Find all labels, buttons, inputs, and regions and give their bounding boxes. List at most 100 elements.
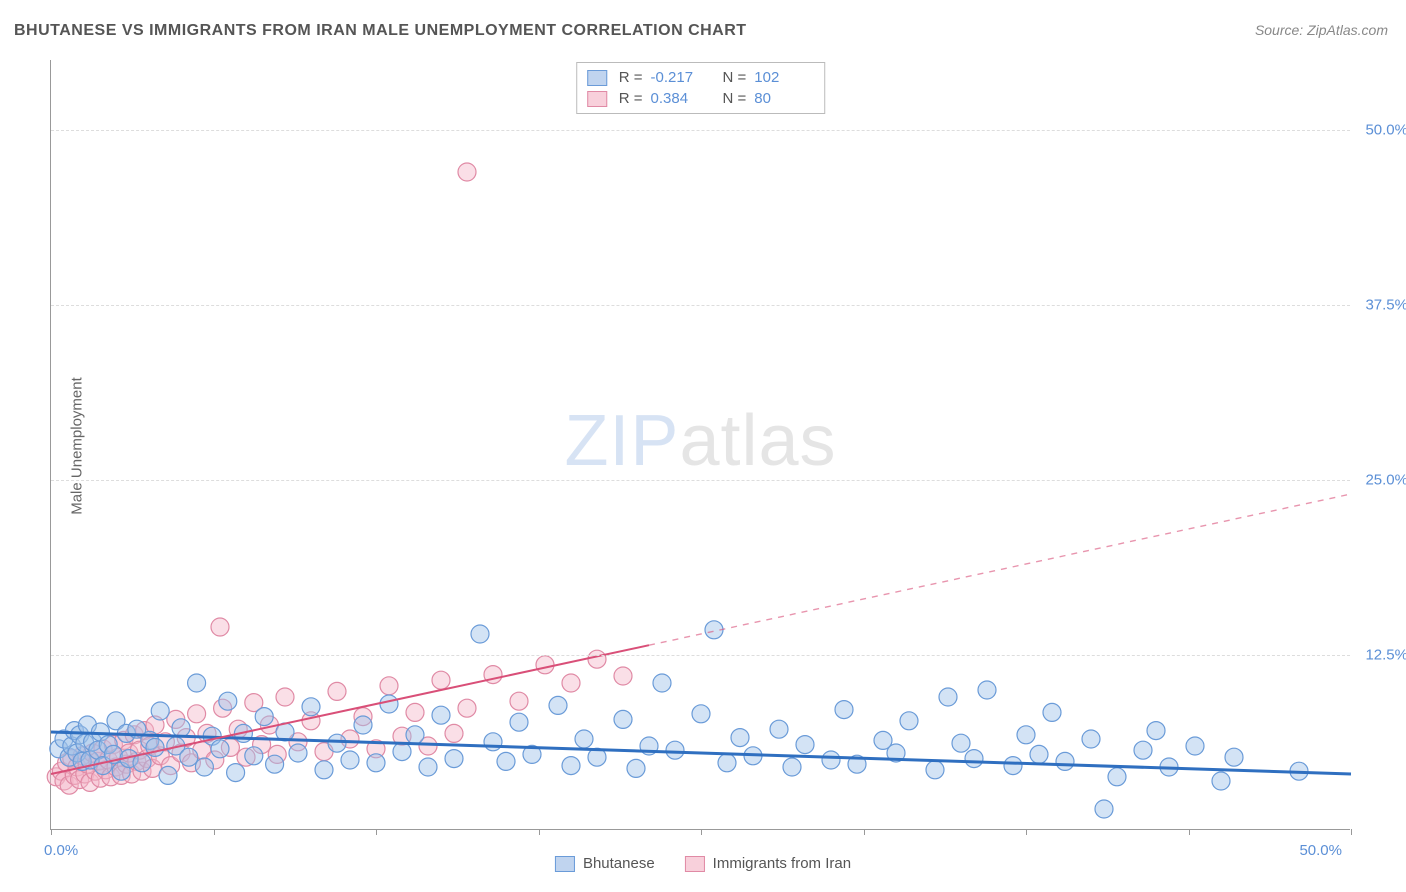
scatter-point-iran	[536, 656, 554, 674]
scatter-point-bhutanese	[939, 688, 957, 706]
scatter-point-bhutanese	[159, 766, 177, 784]
scatter-point-bhutanese	[1212, 772, 1230, 790]
scatter-point-bhutanese	[1056, 752, 1074, 770]
scatter-point-bhutanese	[315, 761, 333, 779]
n-label: N =	[723, 90, 747, 107]
scatter-point-bhutanese	[653, 674, 671, 692]
scatter-point-bhutanese	[195, 758, 213, 776]
scatter-point-bhutanese	[718, 754, 736, 772]
grid-line	[51, 655, 1350, 656]
legend-row-iran: R = 0.384 N = 80	[587, 88, 815, 109]
scatter-point-bhutanese	[484, 733, 502, 751]
scatter-point-bhutanese	[266, 755, 284, 773]
scatter-point-bhutanese	[172, 719, 190, 737]
scatter-point-bhutanese	[1004, 757, 1022, 775]
x-tick	[1351, 829, 1352, 835]
scatter-point-bhutanese	[341, 751, 359, 769]
scatter-point-bhutanese	[227, 764, 245, 782]
scatter-point-bhutanese	[393, 743, 411, 761]
scatter-point-bhutanese	[1186, 737, 1204, 755]
scatter-point-bhutanese	[562, 757, 580, 775]
scatter-point-bhutanese	[219, 692, 237, 710]
scatter-point-bhutanese	[549, 696, 567, 714]
scatter-point-bhutanese	[354, 716, 372, 734]
scatter-point-bhutanese	[796, 736, 814, 754]
x-tick	[214, 829, 215, 835]
scatter-point-bhutanese	[211, 740, 229, 758]
r-value-iran: 0.384	[651, 90, 711, 107]
scatter-point-bhutanese	[666, 741, 684, 759]
scatter-point-bhutanese	[783, 758, 801, 776]
scatter-point-bhutanese	[289, 744, 307, 762]
scatter-point-bhutanese	[497, 752, 515, 770]
scatter-point-bhutanese	[419, 758, 437, 776]
scatter-point-iran	[614, 667, 632, 685]
legend-item-bhutanese: Bhutanese	[555, 855, 655, 872]
scatter-point-iran	[188, 705, 206, 723]
scatter-point-bhutanese	[627, 759, 645, 777]
r-value-bhutanese: -0.217	[651, 69, 711, 86]
scatter-point-iran	[458, 163, 476, 181]
scatter-point-bhutanese	[1043, 703, 1061, 721]
swatch-blue-icon	[587, 70, 607, 86]
scatter-point-bhutanese	[302, 698, 320, 716]
scatter-point-bhutanese	[188, 674, 206, 692]
scatter-point-iran	[432, 671, 450, 689]
scatter-point-bhutanese	[614, 710, 632, 728]
scatter-point-bhutanese	[255, 708, 273, 726]
scatter-point-bhutanese	[471, 625, 489, 643]
legend-item-iran: Immigrants from Iran	[685, 855, 851, 872]
scatter-point-bhutanese	[692, 705, 710, 723]
scatter-point-iran	[380, 677, 398, 695]
x-tick	[701, 829, 702, 835]
scatter-point-bhutanese	[1082, 730, 1100, 748]
scatter-point-bhutanese	[328, 734, 346, 752]
scatter-point-iran	[211, 618, 229, 636]
grid-line	[51, 480, 1350, 481]
scatter-point-iran	[588, 650, 606, 668]
swatch-blue-icon	[555, 856, 575, 872]
r-label: R =	[619, 90, 643, 107]
scatter-point-bhutanese	[245, 747, 263, 765]
x-tick	[51, 829, 52, 835]
x-tick	[1189, 829, 1190, 835]
x-tick	[376, 829, 377, 835]
n-value-bhutanese: 102	[754, 69, 814, 86]
scatter-point-bhutanese	[822, 751, 840, 769]
y-tick-label: 12.5%	[1365, 647, 1406, 664]
x-tick	[1026, 829, 1027, 835]
scatter-point-bhutanese	[1017, 726, 1035, 744]
scatter-point-bhutanese	[1108, 768, 1126, 786]
scatter-point-bhutanese	[835, 701, 853, 719]
scatter-point-bhutanese	[731, 729, 749, 747]
series-legend: Bhutanese Immigrants from Iran	[555, 855, 851, 872]
plot-area: ZIPatlas R = -0.217 N = 102 R = 0.384 N …	[50, 60, 1350, 830]
scatter-point-bhutanese	[770, 720, 788, 738]
r-label: R =	[619, 69, 643, 86]
scatter-point-bhutanese	[432, 706, 450, 724]
scatter-point-bhutanese	[1030, 745, 1048, 763]
scatter-point-bhutanese	[1147, 722, 1165, 740]
scatter-point-iran	[458, 699, 476, 717]
scatter-point-bhutanese	[900, 712, 918, 730]
n-value-iran: 80	[754, 90, 814, 107]
scatter-point-bhutanese	[180, 748, 198, 766]
scatter-point-bhutanese	[151, 702, 169, 720]
scatter-point-bhutanese	[445, 750, 463, 768]
scatter-point-bhutanese	[1134, 741, 1152, 759]
scatter-point-bhutanese	[978, 681, 996, 699]
swatch-pink-icon	[587, 91, 607, 107]
legend-label-iran: Immigrants from Iran	[713, 855, 851, 872]
x-axis-min-label: 0.0%	[44, 842, 78, 859]
chart-title: BHUTANESE VS IMMIGRANTS FROM IRAN MALE U…	[14, 22, 747, 40]
scatter-point-iran	[562, 674, 580, 692]
y-tick-label: 50.0%	[1365, 122, 1406, 139]
legend-row-bhutanese: R = -0.217 N = 102	[587, 67, 815, 88]
n-label: N =	[723, 69, 747, 86]
scatter-point-bhutanese	[406, 726, 424, 744]
swatch-pink-icon	[685, 856, 705, 872]
scatter-point-bhutanese	[575, 730, 593, 748]
grid-line	[51, 305, 1350, 306]
scatter-point-iran	[328, 682, 346, 700]
scatter-point-iran	[445, 724, 463, 742]
